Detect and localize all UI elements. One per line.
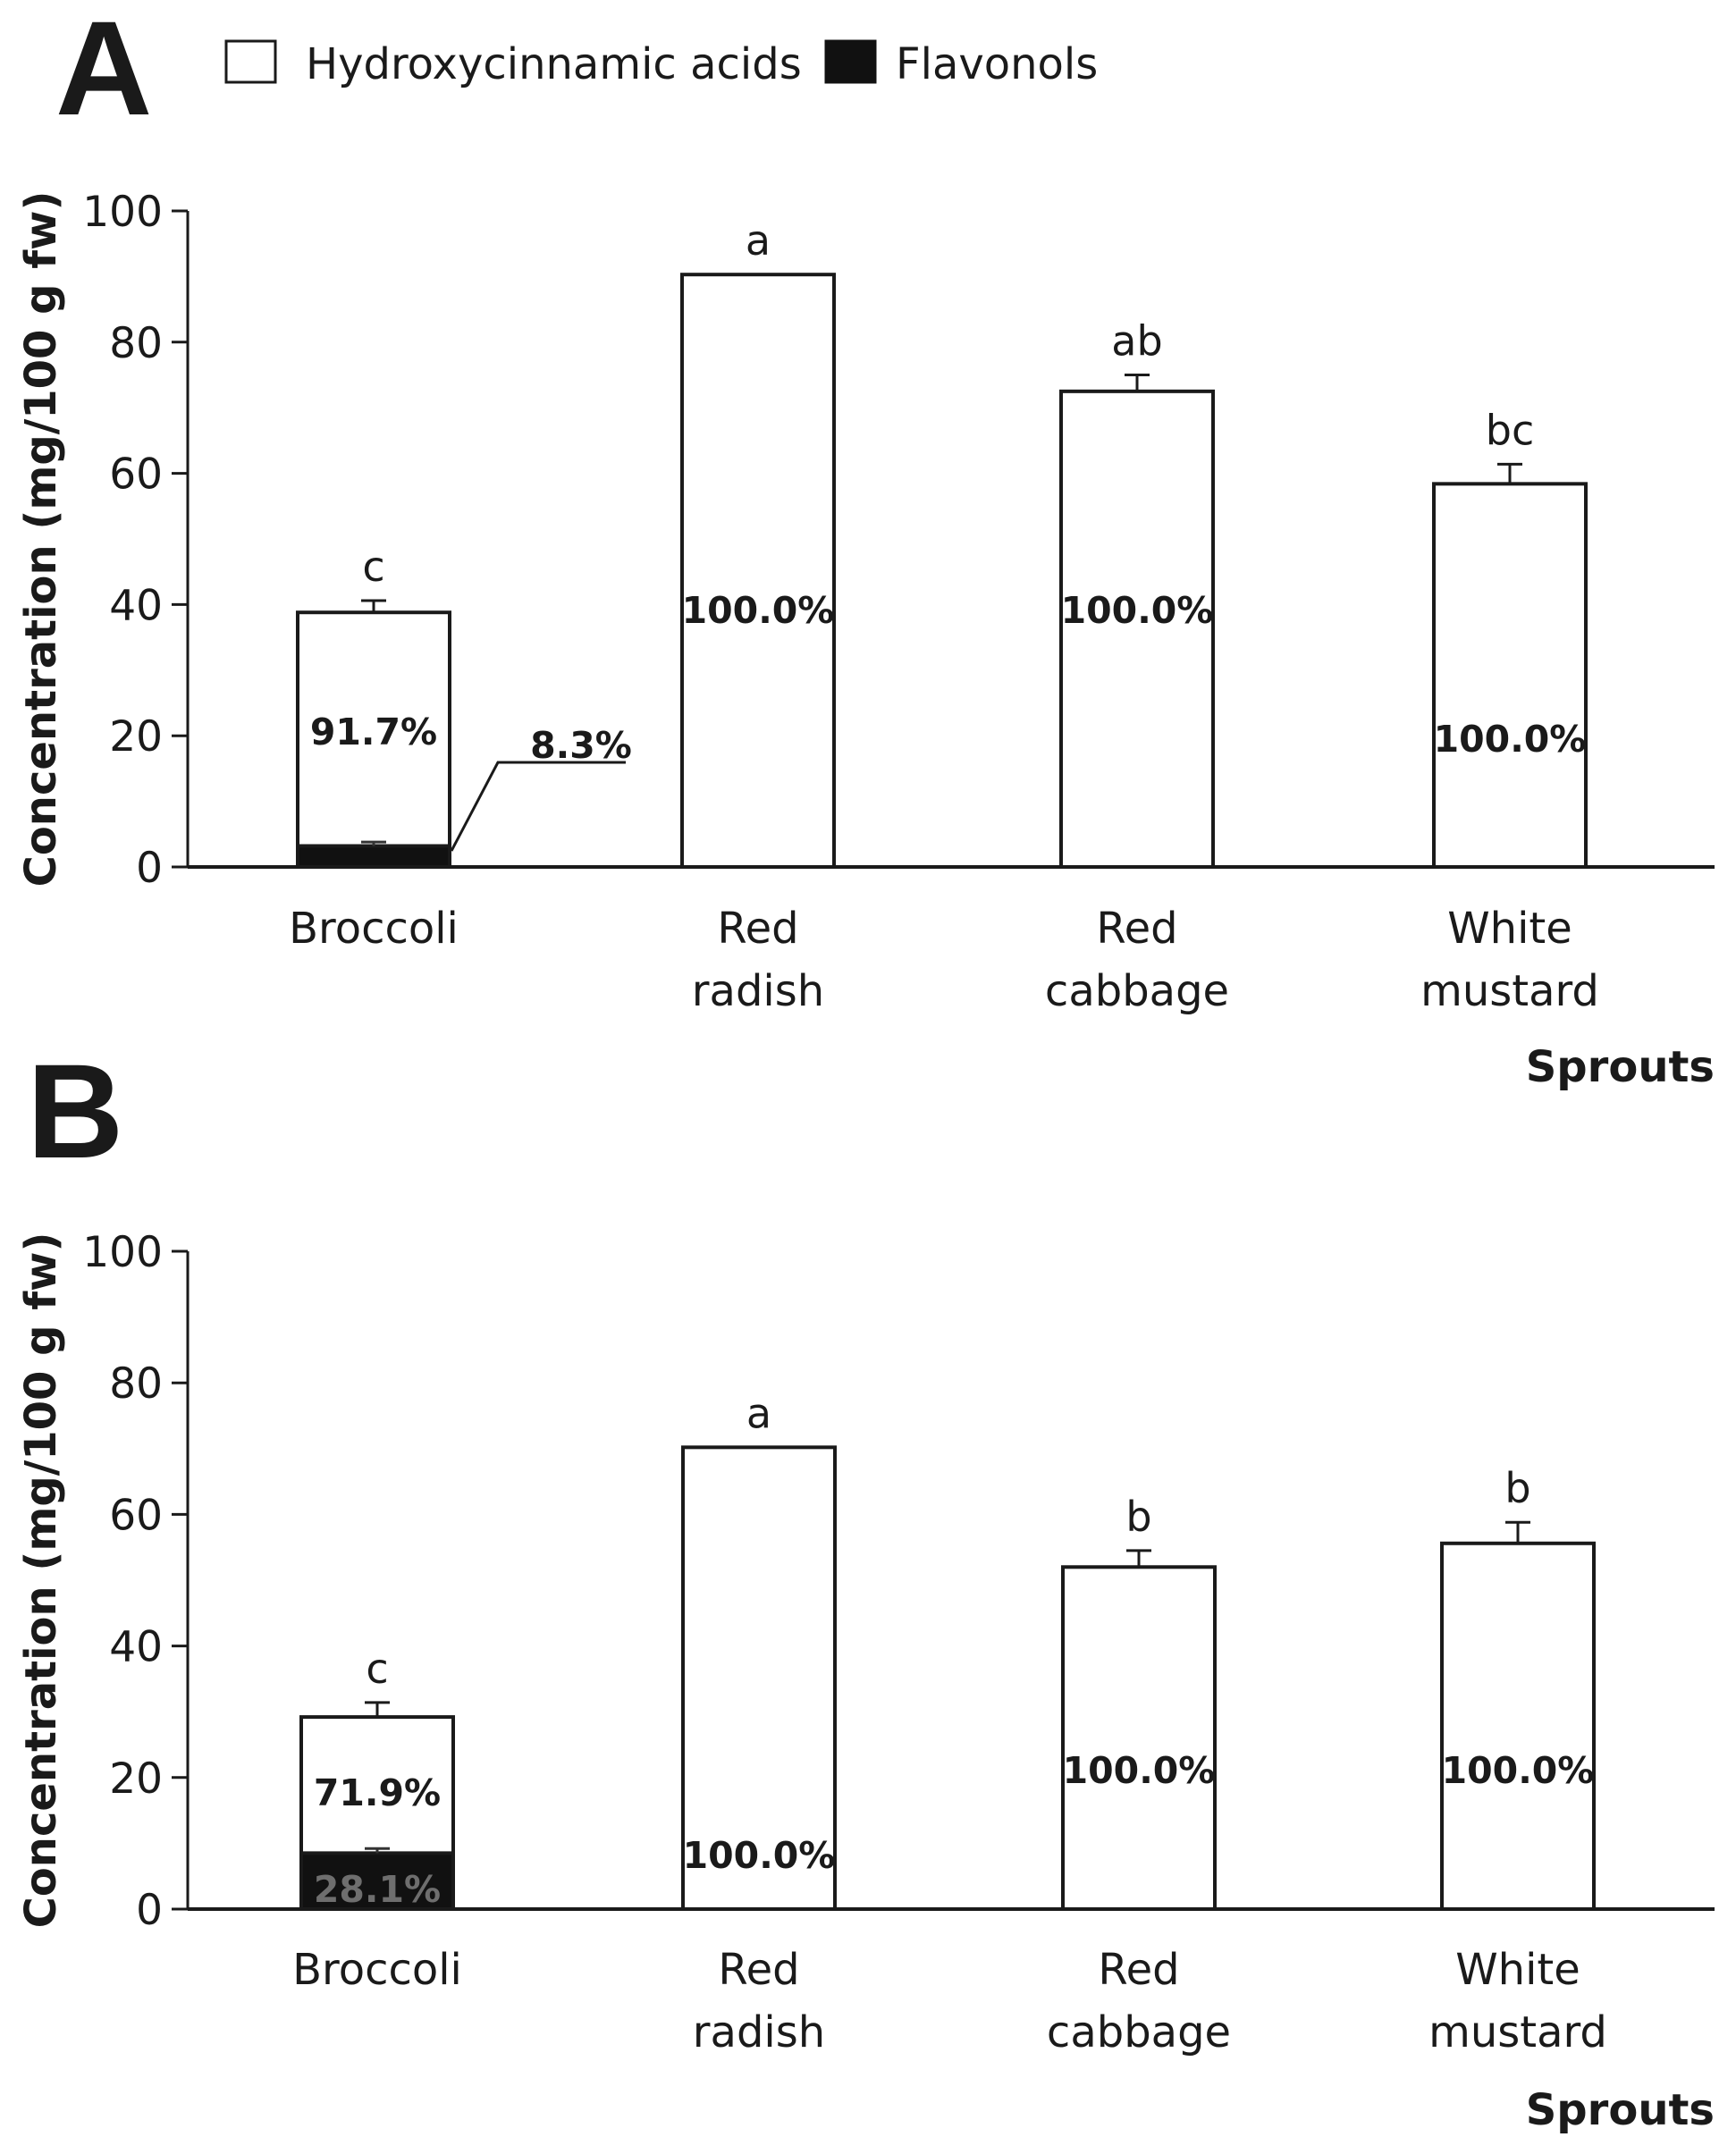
significance-label: b — [1504, 1464, 1530, 1512]
x-category-label: White — [1455, 1945, 1580, 1995]
significance-label: c — [362, 543, 384, 591]
legend-label-hydroxycinnamic-acids: Hydroxycinnamic acids — [306, 39, 802, 89]
y-tick-label: 80 — [109, 1359, 163, 1409]
significance-label: bc — [1486, 406, 1535, 454]
significance-label: a — [746, 216, 771, 265]
x-category-label: mustard — [1428, 2007, 1607, 2057]
y-tick-label: 0 — [136, 844, 163, 893]
x-category-label: cabbage — [1045, 966, 1229, 1016]
significance-label: c — [366, 1645, 388, 1693]
y-tick-label: 100 — [82, 1228, 163, 1277]
bar-hydroxycinnamic-broccoli — [299, 1715, 455, 1855]
x-category-label: Red — [1096, 904, 1177, 954]
y-tick-label: 100 — [82, 188, 163, 237]
percent-label-hydroxycinnamic: 100.0% — [683, 1834, 836, 1877]
percent-label-hydroxycinnamic: 71.9% — [314, 1771, 441, 1814]
y-tick-label: 40 — [109, 581, 163, 630]
x-category-label: mustard — [1420, 966, 1599, 1016]
bar-hydroxycinnamic-white-mustard — [1440, 1541, 1596, 1912]
x-category-label: Broccoli — [289, 904, 459, 954]
legend-label-flavonols: Flavonols — [896, 39, 1098, 89]
percent-label-hydroxycinnamic: 100.0% — [682, 589, 835, 632]
x-category-label: Red — [1098, 1945, 1179, 1995]
percent-label-hydroxycinnamic: 100.0% — [1061, 589, 1214, 632]
significance-label: ab — [1111, 317, 1162, 366]
percent-label-flavonols: 28.1% — [314, 1868, 441, 1911]
y-axis-title: Concentration (mg/100 g fw) — [16, 191, 66, 888]
percent-label-flavonols: 8.3% — [530, 724, 632, 767]
x-category-label: Red — [717, 904, 798, 954]
x-category-label: cabbage — [1047, 2007, 1231, 2057]
bar-hydroxycinnamic-red-cabbage — [1059, 389, 1215, 870]
percent-label-hydroxycinnamic: 91.7% — [310, 711, 437, 753]
y-axis-title: Concentration (mg/100 g fw) — [16, 1233, 66, 1929]
bar-flavonols-broccoli — [296, 844, 451, 870]
x-category-label: Broccoli — [292, 1945, 462, 1995]
bar-hydroxycinnamic-red-radish — [680, 273, 836, 869]
x-axis-title: Sprouts — [1526, 1042, 1715, 1092]
y-tick-label: 60 — [109, 450, 163, 500]
x-category-label: Red — [718, 1945, 799, 1995]
y-tick-label: 0 — [136, 1886, 163, 1935]
panel-b-chart: 0 20 40 60 80 100 Concentration (mg/100 g fw) c… — [16, 1228, 1715, 2135]
legend-swatch-hydroxycinnamic-acids — [224, 39, 277, 84]
significance-label: b — [1125, 1493, 1151, 1541]
x-category-label: radish — [692, 966, 824, 1016]
x-category-label: White — [1447, 904, 1572, 954]
y-tick-label: 20 — [109, 1754, 163, 1804]
legend: Hydroxycinnamic acids Flavonols — [224, 39, 1098, 89]
y-tick-label: 20 — [109, 712, 163, 761]
percent-callout-line — [450, 761, 626, 852]
panel-a-label: A — [55, 0, 152, 143]
y-tick-label: 60 — [109, 1491, 163, 1540]
bar-flavonols-broccoli — [299, 1851, 455, 1911]
percent-label-hydroxycinnamic: 100.0% — [1063, 1749, 1216, 1792]
legend-swatch-flavonols — [824, 39, 877, 84]
y-tick-label: 80 — [109, 319, 163, 368]
x-axis-title: Sprouts — [1526, 2085, 1715, 2135]
panel-a-chart: 0 20 40 60 80 100 Concentration (mg/100 g fw) c… — [16, 188, 1715, 1092]
y-tick-label: 40 — [109, 1623, 163, 1672]
bar-hydroxycinnamic-red-radish — [681, 1445, 837, 1911]
bar-hydroxycinnamic-red-cabbage — [1061, 1565, 1217, 1912]
percent-label-hydroxycinnamic: 100.0% — [1434, 718, 1587, 761]
significance-label: a — [746, 1389, 771, 1437]
bar-hydroxycinnamic-white-mustard — [1432, 482, 1588, 869]
percent-label-hydroxycinnamic: 100.0% — [1442, 1749, 1595, 1792]
panel-b-label: B — [27, 1036, 123, 1186]
x-category-label: radish — [693, 2007, 825, 2057]
